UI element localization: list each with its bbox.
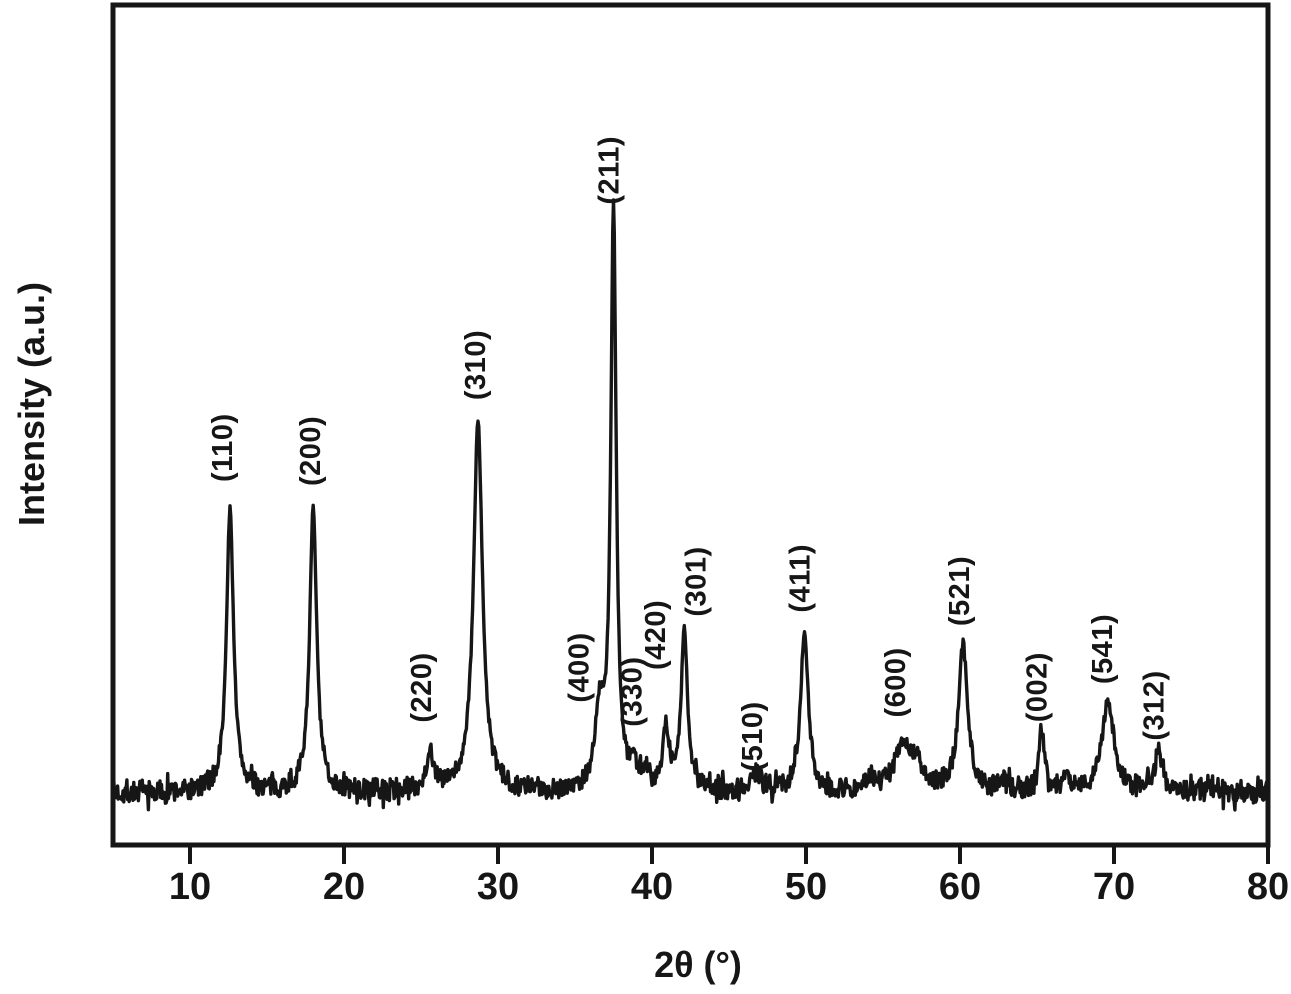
peak-hkl-label: (411) <box>785 544 817 613</box>
plot-border <box>110 2 1271 848</box>
x-tick-label: 70 <box>1093 866 1135 908</box>
x-tick-label: 10 <box>169 866 211 908</box>
peak-hkl-label: (301) <box>680 546 712 616</box>
x-tick-label: 80 <box>1247 866 1289 908</box>
peak-hkl-label: (510) <box>737 701 769 771</box>
peak-hkl-label: (420) <box>640 600 672 670</box>
x-tick-label: 60 <box>939 866 981 908</box>
x-axis-title: 2θ (°) <box>654 944 742 985</box>
xrd-trace <box>115 198 1266 812</box>
peak-hkl-label: (330) <box>617 656 649 726</box>
peak-hkl-label: (211) <box>594 136 626 205</box>
peak-hkl-label: (220) <box>406 652 438 722</box>
y-axis-title: Intensity (a.u.) <box>11 282 52 526</box>
peak-hkl-label: (521) <box>944 556 976 626</box>
x-tick-label: 20 <box>323 866 365 908</box>
peak-hkl-label: (110) <box>207 413 239 482</box>
x-tick-label: 50 <box>785 866 827 908</box>
peak-hkl-label: (312) <box>1139 670 1171 740</box>
peak-hkl-label: (200) <box>295 416 327 486</box>
peak-hkl-label: (002) <box>1022 652 1054 722</box>
peak-hkl-label: (310) <box>460 330 492 400</box>
x-tick-label: 30 <box>477 866 519 908</box>
plot-area: 10 20 30 40 50 60 70 80 (110) (200) (220) (310) (400… <box>110 2 1289 908</box>
peak-hkl-label: (400) <box>564 632 596 702</box>
peak-hkl-label: (541) <box>1087 614 1119 684</box>
x-tick-label: 40 <box>631 866 673 908</box>
peak-hkl-label: (600) <box>880 647 912 717</box>
